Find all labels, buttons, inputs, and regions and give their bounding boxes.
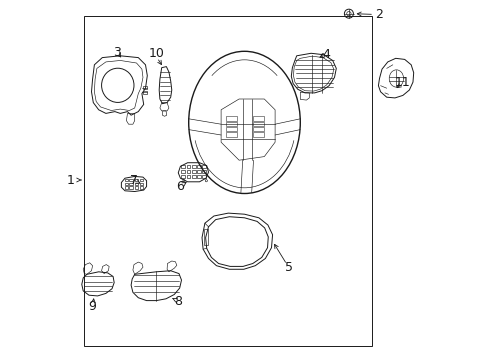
Bar bbox=[253, 127, 264, 131]
Text: 3: 3 bbox=[113, 46, 121, 59]
Bar bbox=[226, 127, 237, 131]
Text: 5: 5 bbox=[285, 261, 293, 274]
Bar bbox=[129, 183, 132, 185]
Bar bbox=[226, 116, 237, 121]
Text: 11: 11 bbox=[393, 76, 409, 89]
Bar bbox=[140, 179, 143, 181]
Bar bbox=[181, 175, 184, 178]
Bar bbox=[253, 116, 264, 121]
Text: 2: 2 bbox=[374, 8, 382, 21]
Bar bbox=[226, 132, 237, 137]
Bar bbox=[202, 170, 205, 173]
Text: 6: 6 bbox=[176, 180, 184, 193]
Bar bbox=[134, 186, 138, 189]
Bar bbox=[134, 179, 138, 181]
Bar bbox=[140, 183, 143, 185]
Bar bbox=[186, 165, 190, 168]
Bar bbox=[84, 16, 371, 346]
Text: 8: 8 bbox=[174, 295, 182, 308]
Text: 9: 9 bbox=[88, 300, 96, 313]
Bar bbox=[181, 170, 184, 173]
Bar bbox=[197, 165, 201, 168]
Bar bbox=[192, 175, 195, 178]
Bar bbox=[197, 175, 201, 178]
Bar bbox=[129, 179, 132, 181]
Bar bbox=[186, 175, 190, 178]
Bar bbox=[192, 170, 195, 173]
Bar bbox=[124, 183, 127, 185]
Bar bbox=[186, 170, 190, 173]
Text: 7: 7 bbox=[129, 174, 137, 187]
Bar bbox=[142, 91, 146, 94]
Bar bbox=[226, 122, 237, 126]
Bar bbox=[202, 165, 205, 168]
Text: 4: 4 bbox=[322, 48, 330, 61]
Bar bbox=[140, 186, 143, 189]
Bar bbox=[197, 170, 201, 173]
Bar bbox=[124, 186, 127, 189]
Bar bbox=[253, 132, 264, 137]
Bar bbox=[134, 183, 138, 185]
Bar bbox=[192, 165, 195, 168]
Bar bbox=[129, 186, 132, 189]
Bar bbox=[202, 175, 205, 178]
Bar bbox=[142, 86, 146, 89]
Bar bbox=[181, 165, 184, 168]
Text: 1: 1 bbox=[67, 174, 75, 186]
Bar bbox=[253, 122, 264, 126]
Text: 10: 10 bbox=[148, 47, 164, 60]
Bar bbox=[124, 179, 127, 181]
